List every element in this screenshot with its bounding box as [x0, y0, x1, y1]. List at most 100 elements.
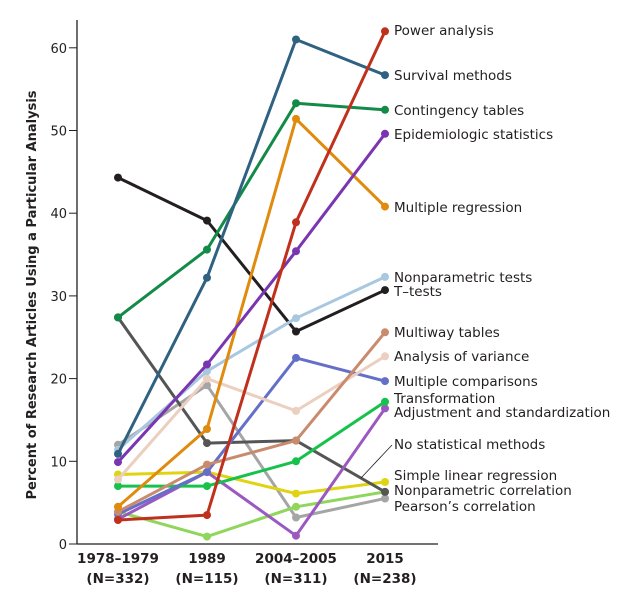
data-point [114, 482, 122, 491]
x-axis: 1978–1979 (N=332) 1989 (N=115) 2004–2005 (N=3… [77, 543, 438, 587]
series-t-tests [114, 173, 389, 336]
data-point [292, 218, 300, 227]
data-point [203, 439, 211, 448]
data-point [114, 475, 122, 484]
data-point [292, 513, 300, 522]
data-point [114, 516, 122, 524]
data-point [292, 327, 300, 336]
data-point [292, 353, 300, 362]
y-axis-title: Percent of Research Articles Using a Par… [25, 90, 40, 499]
series-label: No statistical methods [394, 437, 545, 453]
data-point [381, 397, 389, 406]
series-line [117, 407, 387, 538]
series-epidemiologic-statistics [114, 129, 389, 467]
series-power-analysis [114, 27, 389, 524]
data-point [381, 105, 389, 114]
data-point [203, 482, 211, 491]
series-line [117, 30, 387, 522]
data-point [292, 247, 300, 256]
data-point [203, 273, 211, 282]
series-label: Transformation [393, 391, 495, 407]
data-point [203, 460, 211, 469]
x-tick-label-period: 2004–2005 [255, 551, 337, 567]
series-label: Epidemiologic statistics [394, 127, 553, 143]
data-point [292, 314, 300, 323]
data-point [381, 377, 389, 386]
series-line [116, 355, 386, 481]
series-line [117, 331, 387, 514]
x-tick-label-period: 2015 [366, 551, 404, 567]
series-label: T–tests [393, 284, 442, 300]
data-point [114, 458, 122, 467]
x-tick-label-n: (N=238) [353, 571, 416, 587]
y-tick-label: 0 [59, 538, 67, 553]
series-labels: Power analysis Survival methods Contingenc… [360, 23, 610, 515]
data-point [292, 406, 300, 415]
data-point [203, 360, 211, 369]
data-point [114, 173, 122, 182]
data-point [381, 328, 389, 337]
data-point [203, 468, 211, 477]
series-no-statistical-methods [114, 313, 389, 496]
data-point [114, 502, 122, 511]
data-point [381, 129, 389, 138]
data-point [292, 489, 300, 498]
data-point [292, 457, 300, 466]
series-analysis-of-variance [114, 352, 389, 484]
data-point [292, 35, 300, 44]
data-point [381, 286, 389, 295]
series-label: Multiple comparisons [394, 374, 538, 390]
series-label: Adjustment and standardization [394, 405, 610, 421]
series-line [116, 132, 387, 464]
series-label: Simple linear regression [394, 468, 557, 484]
series-label: Survival methods [394, 68, 512, 84]
series-label: Nonparametric correlation [394, 483, 572, 499]
y-tick-label: 20 [50, 373, 67, 388]
x-tick-label-n: (N=332) [86, 571, 149, 587]
data-point [203, 425, 211, 433]
data-point [292, 436, 300, 445]
y-tick-label: 40 [50, 207, 67, 222]
data-point [381, 71, 389, 80]
y-tick-label: 60 [50, 42, 67, 57]
x-tick-label-period: 1989 [188, 551, 226, 567]
data-point [203, 374, 211, 383]
series-label: Analysis of variance [394, 349, 529, 365]
series-label: Contingency tables [394, 103, 524, 119]
series-label: Nonparametric tests [394, 270, 532, 286]
series-line [117, 275, 386, 451]
data-point [292, 114, 300, 123]
y-tick-label: 10 [50, 455, 67, 470]
data-point [381, 352, 389, 361]
data-point [114, 449, 122, 458]
x-tick-label-n: (N=115) [175, 571, 238, 587]
data-point [381, 27, 389, 36]
data-point [203, 245, 211, 254]
series-multiple-regression [114, 114, 389, 511]
y-axis: 0 10 20 30 40 50 60 [50, 20, 78, 553]
data-point [381, 404, 389, 413]
data-point [203, 532, 211, 541]
leader-line [360, 444, 393, 479]
series-contingency-tables [114, 99, 389, 322]
data-point [292, 502, 300, 511]
data-point [381, 478, 389, 486]
data-point [292, 99, 300, 108]
series-label: Power analysis [394, 23, 494, 39]
series-line [116, 38, 386, 455]
data-point [381, 272, 389, 281]
series-survival-methods [114, 35, 389, 458]
series-label: Pearson’s correlation [394, 499, 536, 515]
series-label: Multiple regression [394, 200, 522, 216]
data-point [203, 367, 211, 376]
x-tick-label-n: (N=311) [264, 571, 327, 587]
x-tick-label-period: 1978–1979 [77, 551, 159, 567]
series-line [117, 356, 386, 516]
data-point [381, 494, 389, 503]
data-point [203, 216, 211, 225]
data-point [114, 313, 122, 322]
data-point [381, 202, 389, 211]
y-tick-label: 30 [50, 290, 67, 305]
data-point [292, 531, 300, 540]
series-label: Multiway tables [394, 325, 500, 341]
